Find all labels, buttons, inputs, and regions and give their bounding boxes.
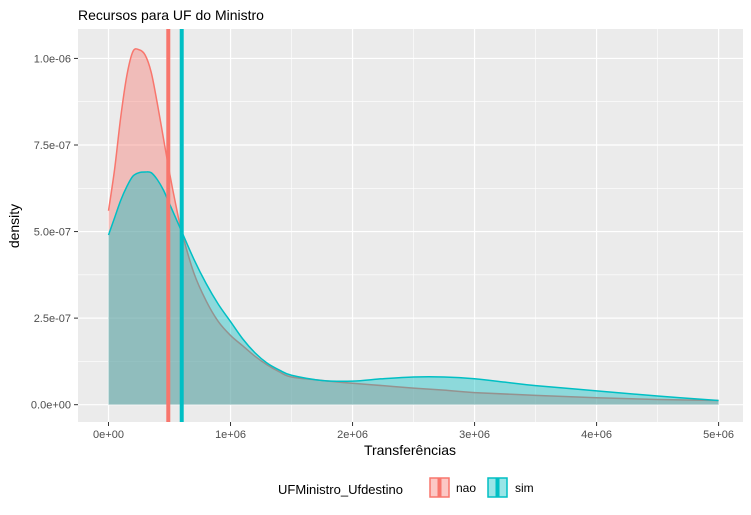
x-tick-label: 0e+00 [93,429,124,441]
density-line-nao [107,48,719,402]
y-axis: 0.0e+00 2.5e-07 5.0e-07 7.5e-07 1.0e-06 [31,53,78,412]
x-tick-label: 2e+06 [337,429,368,441]
x-tick-label: 5e+06 [703,429,734,441]
y-tick-label: 5.0e-07 [34,227,71,239]
density-line-sim [107,171,719,402]
y-tick-label: 1.0e-06 [34,53,71,65]
minor-gridlines [78,29,743,422]
legend-label-sim: sim [515,481,534,495]
x-tick-label: 1e+06 [215,429,246,441]
legend: UFMinistro_Ufdestino nao sim [278,477,534,498]
legend-entries: nao sim [429,477,534,498]
chart-title: Recursos para UF do Ministro [78,7,264,23]
mean-lines [166,29,184,422]
y-axis-title: density [6,204,22,248]
legend-title: UFMinistro_Ufdestino [278,482,403,497]
y-tick-label: 0.0e+00 [31,400,71,412]
plot-panel [78,29,743,422]
major-gridlines [78,29,743,422]
y-tick-label: 7.5e-07 [34,140,71,152]
x-tick-label: 4e+06 [581,429,612,441]
x-axis-title: Transferências [364,442,456,458]
x-axis: 0e+00 1e+06 2e+06 3e+06 4e+06 5e+06 [93,422,734,441]
legend-label-nao: nao [456,481,476,495]
x-tick-label: 3e+06 [459,429,490,441]
y-tick-label: 2.5e-07 [34,313,71,325]
